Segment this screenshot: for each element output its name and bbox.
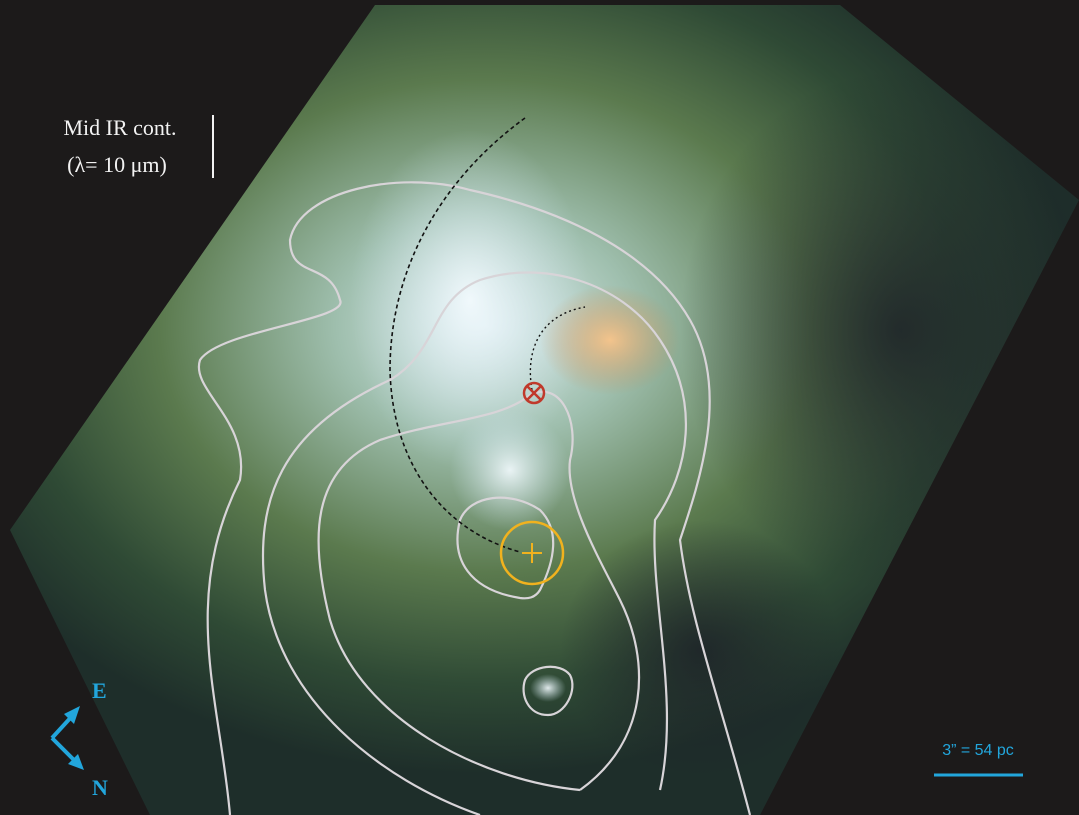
legend-line: (λ= 10 μm) bbox=[67, 152, 167, 177]
dashed-arc bbox=[389, 117, 526, 553]
compass-north: N bbox=[92, 775, 108, 800]
legend-line: Mid IR cont. bbox=[63, 115, 176, 140]
compass-east: E bbox=[92, 678, 107, 703]
source-marker bbox=[499, 520, 565, 586]
contours bbox=[197, 181, 752, 815]
scale-label: 3” = 54 pc bbox=[942, 742, 1014, 759]
compass bbox=[50, 706, 84, 770]
nucleus-marker bbox=[522, 381, 546, 405]
